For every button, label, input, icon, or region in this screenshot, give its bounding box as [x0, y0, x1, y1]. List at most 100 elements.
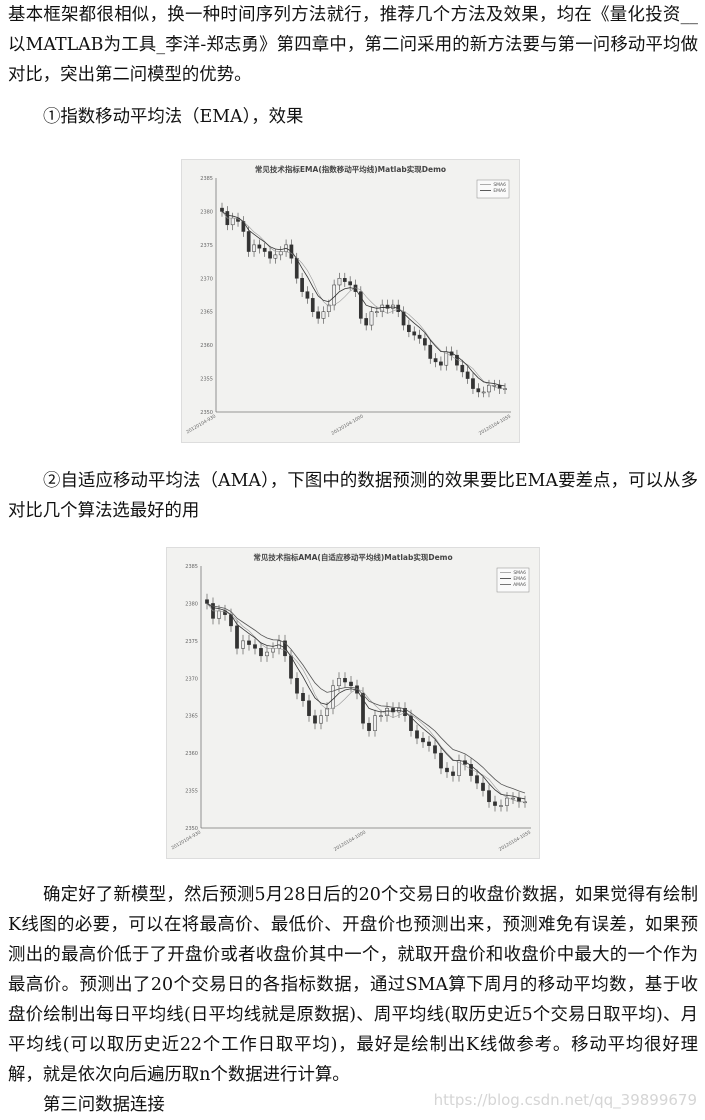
candle-body — [358, 291, 363, 319]
candle-body — [246, 231, 251, 252]
section-ema-heading: ①指数移动平均法（EMA），效果 — [43, 107, 304, 127]
candle-body — [205, 599, 209, 604]
candle-body — [471, 378, 475, 389]
candle-body — [289, 655, 293, 679]
candle-body — [460, 364, 465, 373]
candle-body — [476, 388, 481, 393]
candle-body — [325, 707, 329, 716]
candle-body — [307, 700, 311, 716]
legend-label: EMA6 — [493, 188, 506, 194]
candle-body — [326, 304, 331, 312]
y-tick-label: 2355 — [185, 789, 198, 795]
candle-body — [342, 278, 347, 282]
series-line-sma6 — [206, 603, 525, 803]
candle-body — [316, 311, 320, 319]
candle-body — [433, 745, 437, 754]
candle-body — [343, 678, 347, 683]
x-tick-label: 20120104-1000 — [333, 829, 367, 852]
candle-body — [391, 707, 395, 713]
y-tick-label: 2350 — [185, 826, 198, 832]
candle-body — [247, 640, 251, 645]
candle-body — [349, 681, 353, 687]
candle-body — [305, 291, 310, 299]
candle-body — [487, 790, 491, 803]
candle-body — [465, 371, 470, 379]
legend-label: EMA6 — [513, 576, 526, 582]
candle-body — [487, 385, 491, 393]
candle-body — [313, 715, 317, 724]
candle-body — [367, 722, 371, 731]
candle-body — [412, 331, 417, 336]
y-tick-label: 2385 — [200, 176, 213, 182]
candle-body — [230, 217, 235, 226]
candle-body — [217, 610, 221, 619]
y-tick-label: 2370 — [185, 676, 198, 682]
candle-body — [433, 358, 438, 363]
ama-chart: 常见技术指标AMA(自适应移动平均线)Matlab实现Demo 2385 2380 2… — [170, 552, 532, 853]
candle-body — [300, 278, 304, 292]
x-tick-label: 20120104-930 — [185, 413, 217, 435]
x-tick-label: 20120104-1000 — [330, 413, 364, 436]
y-tick-label: 2355 — [200, 377, 213, 383]
candle-body — [364, 318, 369, 326]
candle-body — [499, 805, 503, 807]
candle-body — [427, 741, 431, 746]
chart-title: 常见技术指标AMA(自适应移动平均线)Matlab实现Demo — [253, 552, 452, 562]
candle-body — [373, 715, 377, 731]
y-tick-label: 2360 — [185, 751, 198, 757]
candle-body — [241, 640, 245, 649]
candle-body — [259, 648, 263, 657]
watermark: https://blog.csdn.net/qq_39899679 — [433, 1091, 697, 1109]
x-tick-label: 20120104-1055 — [498, 829, 532, 852]
candle-body — [511, 797, 515, 800]
x-tick-label: 20120104-1055 — [478, 413, 512, 436]
candle-body — [361, 693, 365, 724]
candle-body — [415, 730, 419, 739]
candle-body — [262, 247, 267, 252]
x-tick-label: 20120104-930 — [170, 829, 202, 851]
candle-body — [385, 304, 390, 309]
candle-body — [475, 775, 479, 784]
candle-body — [493, 801, 497, 806]
candle-body — [273, 254, 278, 259]
candle-body — [268, 251, 272, 259]
y-tick-label: 2365 — [185, 714, 198, 720]
candle-body — [481, 782, 485, 791]
y-tick-label: 2370 — [200, 276, 213, 282]
candle-body — [331, 685, 335, 709]
candle-body — [380, 304, 385, 312]
candle-body — [220, 207, 224, 212]
candle-body — [505, 797, 509, 806]
candle-body — [295, 678, 299, 694]
candle-body — [310, 298, 315, 312]
section-data-heading: 第三问数据连接 — [43, 1095, 165, 1115]
intro-paragraph: 基本框架都很相似，换一种时间序列方法就行，推荐几个方法及效果，均在《量化投资__… — [8, 5, 698, 85]
candle-body — [332, 284, 336, 306]
ama-chart-figure: 常见技术指标AMA(自适应移动平均线)Matlab实现Demo 2385 2380 2… — [166, 547, 540, 859]
candle-body — [252, 244, 256, 252]
candle-body — [278, 251, 283, 256]
candle-body — [423, 338, 427, 346]
ema-chart-figure: 常见技术指标EMA(指数移动平均线)Matlab实现Demo 2385 2380 23… — [181, 159, 520, 443]
candle-body — [321, 311, 326, 319]
series-line-ema6 — [206, 603, 526, 800]
candle-body — [428, 344, 433, 359]
y-tick-label: 2380 — [185, 601, 198, 607]
y-tick-label: 2350 — [200, 410, 213, 416]
section-ama-paragraph: ②自适应移动平均法（AMA），下图中的数据预测的效果要比EMA要差点，可以从多对… — [8, 471, 698, 521]
legend-label: AMA6 — [513, 582, 526, 588]
y-tick-label: 2385 — [185, 564, 198, 570]
y-tick-label: 2380 — [200, 209, 213, 215]
candle-body — [409, 715, 413, 731]
candle-body — [337, 278, 342, 286]
candle-body — [319, 715, 323, 724]
candle-body — [481, 391, 486, 394]
legend-box — [496, 567, 530, 593]
candle-body — [348, 281, 353, 286]
candle-body — [257, 244, 262, 249]
series-line-ama6 — [206, 603, 526, 794]
candle-body — [369, 311, 374, 326]
candle-body — [492, 385, 497, 387]
candle-body — [253, 644, 257, 649]
y-tick-label: 2375 — [185, 639, 198, 645]
